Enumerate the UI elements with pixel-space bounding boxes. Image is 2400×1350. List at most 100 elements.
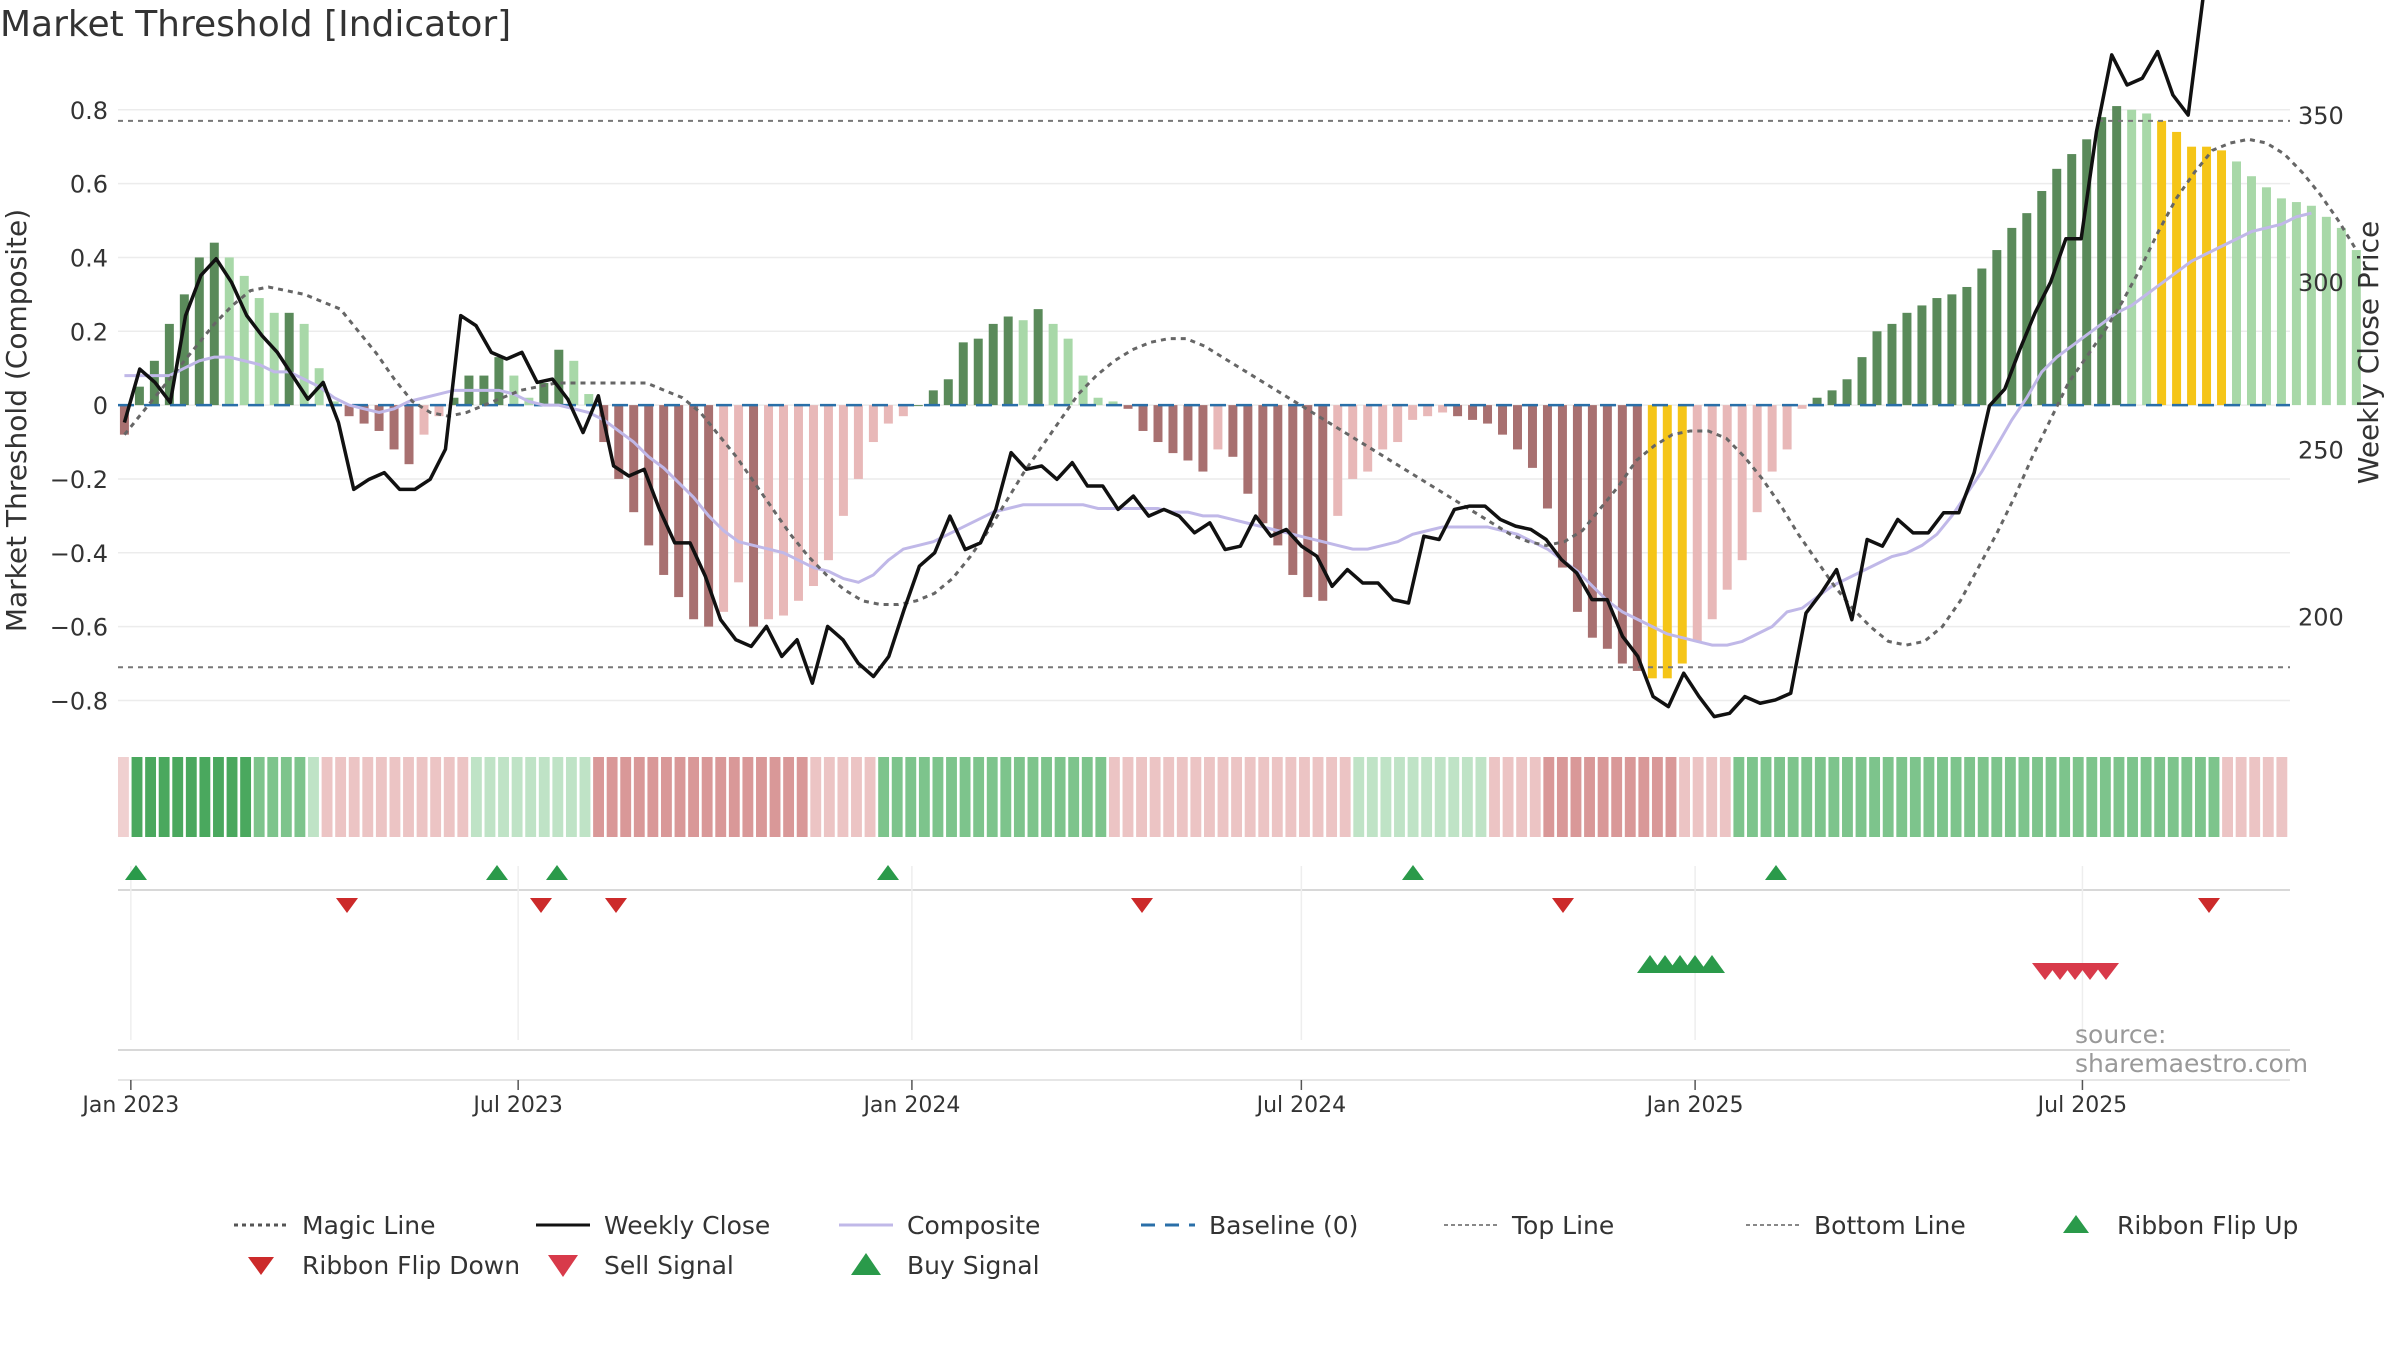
ribbon-cell [1923,757,1935,837]
histogram-bar [164,323,174,406]
legend-item-magic-line: Magic Line [230,1208,436,1242]
ribbon-cell [674,757,686,837]
histogram-bar [404,405,414,465]
ribbon-cell [1597,757,1609,837]
legend-label: Weekly Close [604,1210,771,1240]
ribbon-cell [701,757,713,837]
ribbon-cell [1081,757,1093,837]
histogram-bar [1632,405,1642,671]
ribbon-cell [267,757,279,837]
magic-line [123,137,2358,647]
ribbon-cell [294,757,306,837]
x-tick-label: Jul 2024 [1255,1093,1347,1118]
ribbon-cell [2140,757,2152,837]
histogram-bar [1602,405,1612,649]
histogram-bar [1273,405,1283,546]
histogram-bar [1812,397,1822,406]
histogram-bar [659,405,669,575]
histogram-bar [1438,405,1448,413]
histogram-bar [1153,405,1163,443]
ribbon-cell [2032,757,2043,837]
ribbon-cell [2208,757,2220,837]
histogram-bar [509,375,519,406]
histogram-bar [284,312,294,406]
ribbon-cell [986,757,998,837]
ribbon-cell [1394,757,1405,837]
ribbon-cell [1692,757,1704,837]
x-axis: Jan 2023 Jul 2023 Jan 2024 Jul 2024 Jan 2025… [80,1079,2290,1118]
histogram-bar [1183,405,1193,461]
ribbon-cell [1380,757,1392,837]
histogram-bar [793,405,803,601]
ribbon-flip-down-marker [530,898,552,913]
ribbon-cell [1366,757,1378,837]
histogram-bar [1767,405,1777,472]
ribbon-cell [2249,757,2261,837]
ribbon-cell [1122,757,1134,837]
ribbon-cell [1706,757,1718,837]
ribbon-cell [864,757,876,837]
histogram-bar [2127,109,2137,406]
ribbon-cell [1787,757,1799,837]
ribbon-cell [715,757,727,837]
histogram-bar [1647,405,1657,679]
histogram-bar [2007,227,2017,406]
histogram-bar [1842,379,1852,406]
ribbon-cell [796,757,808,837]
histogram-bar [194,257,204,406]
ribbon-cell [2181,757,2193,837]
y2-tick-label: 350 [2298,102,2344,130]
histogram-bar [2217,150,2227,406]
histogram-bar [1932,298,1942,406]
ribbon-cell [1489,757,1500,837]
ribbon-cell [959,757,971,837]
ribbon-cell [1502,757,1514,837]
histogram-bar [614,405,624,479]
histogram-bar [539,382,549,406]
histogram-bar [179,294,189,406]
buy-signal-marker [1682,955,1708,973]
ribbon-cell [1421,757,1433,837]
histogram-bar [719,405,729,612]
ribbon-cell [538,757,550,837]
histogram-bar [2157,120,2167,406]
histogram-bar [299,323,309,406]
histogram-bar [749,405,759,627]
ribbon-cell [1013,757,1025,837]
ribbon-cell [552,757,564,837]
ribbon-cell [158,757,170,837]
legend-item-composite: Composite [835,1208,1040,1242]
ribbon-cell [1448,757,1460,837]
y2-axis-title: Weekly Close Price [2352,221,2385,484]
histogram-bar [1962,286,1972,406]
lines-layer [118,0,2358,719]
legend-label: Buy Signal [907,1250,1040,1280]
ribbon-cell [973,757,985,837]
ribbon-cell [579,757,591,837]
ribbon-cell [1733,757,1745,837]
ribbon-cell [525,757,537,837]
ribbon-cell [2262,757,2274,837]
histogram-bar [689,405,699,620]
ribbon-cell [443,757,455,837]
ribbon-cell [1719,757,1731,837]
ribbon-cell [823,757,835,837]
ribbon-cell [1339,757,1351,837]
histogram-bar [1423,405,1433,417]
x-tick-label: Jul 2023 [471,1093,563,1118]
y2-tick-label: 200 [2298,603,2344,631]
ribbon-cell [2045,757,2057,837]
histogram-bar [808,405,818,587]
ribbon-flip-up-marker [1765,865,1787,880]
ribbon-cell [878,757,890,837]
histogram-bar [1527,405,1537,468]
ribbon-cell [1882,757,1894,837]
legend-label: Baseline (0) [1209,1210,1359,1240]
y-tick-label: 0.8 [70,97,108,125]
histogram-bar [449,397,459,406]
ribbon-cell [457,757,469,837]
histogram-bar [1168,405,1178,454]
chart-title: Market Threshold [Indicator] [0,4,512,45]
ribbon-cell [1312,757,1324,837]
